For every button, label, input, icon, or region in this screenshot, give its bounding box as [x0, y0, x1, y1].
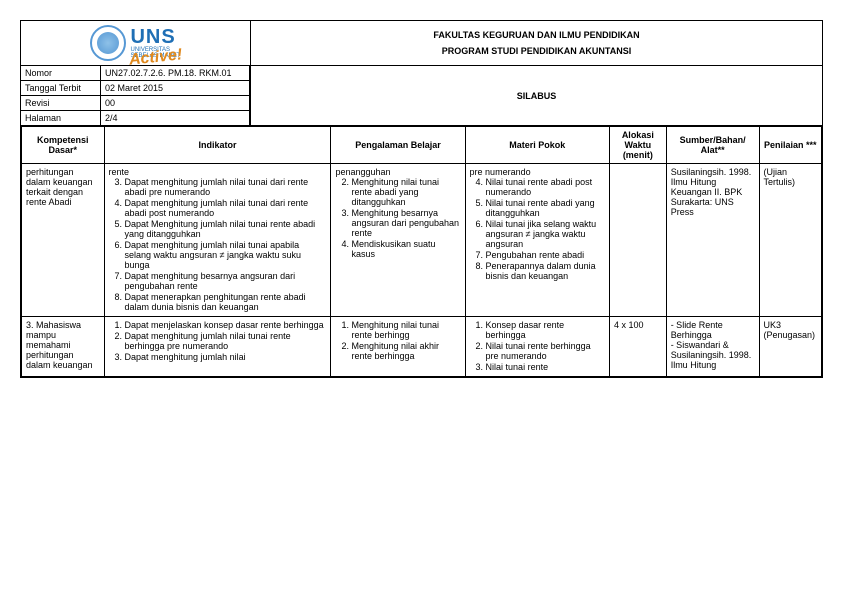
list-item: Dapat menghitung jumlah nilai tunai apab…	[125, 240, 327, 270]
ind-list: Dapat menjelaskan konsep dasar rente ber…	[109, 320, 327, 362]
cell-sumber: Susilaningsih. 1998. Ilmu Hitung Keuanga…	[666, 164, 759, 317]
mat-list: Konsep dasar rente berhingga Nilai tunai…	[470, 320, 605, 372]
cell-penilaian: UK3 (Penugasan)	[759, 317, 821, 377]
list-item: Nilai tunai rente abadi post numerando	[486, 177, 605, 197]
cell-sumber: - Slide Rente Berhingga - Siswandari & S…	[666, 317, 759, 377]
cell-indikator: Dapat menjelaskan konsep dasar rente ber…	[104, 317, 331, 377]
col-sumber: Sumber/Bahan/ Alat**	[666, 127, 759, 164]
list-item: Dapat menghitung jumlah nilai tunai dari…	[125, 177, 327, 197]
list-item: Dapat menjelaskan konsep dasar rente ber…	[125, 320, 327, 330]
peng-pre: penangguhan	[335, 167, 390, 177]
nomor-label: Nomor	[21, 66, 101, 80]
mat-pre: pre numerando	[470, 167, 531, 177]
list-item: Nilai tunai rente berhingga pre numerand…	[486, 341, 605, 361]
list-item: Penerapannya dalam dunia bisnis dan keua…	[486, 261, 605, 281]
col-materi: Materi Pokok	[465, 127, 609, 164]
list-item: Dapat menerapkan penghitungan rente abad…	[125, 292, 327, 312]
list-item: Nilai tunai jika selang waktu angsuran ≠…	[486, 219, 605, 249]
document-frame: UNS UNIVERSITAS SEBELAS MARET Active! FA…	[20, 20, 823, 378]
revisi-label: Revisi	[21, 96, 101, 110]
cell-pengalaman: Menghitung nilai tunai rente berhingg Me…	[331, 317, 465, 377]
list-item: Nilai tunai rente abadi yang ditangguhka…	[486, 198, 605, 218]
list-item: Dapat menghitung jumlah nilai tunai dari…	[125, 198, 327, 218]
cell-indikator: rente Dapat menghitung jumlah nilai tuna…	[104, 164, 331, 317]
list-item: Nilai tunai rente	[486, 362, 605, 372]
peng-list: Menghitung nilai tunai rente berhingg Me…	[335, 320, 460, 361]
table-row: perhitungan dalam keuangan terkait denga…	[22, 164, 822, 317]
col-indikator: Indikator	[104, 127, 331, 164]
cell-alokasi	[609, 164, 666, 317]
list-item: Konsep dasar rente berhingga	[486, 320, 605, 340]
list-item: Pengubahan rente abadi	[486, 250, 605, 260]
table-row: 3. Mahasiswa mampu memahami perhitungan …	[22, 317, 822, 377]
ind-list: Dapat menghitung jumlah nilai tunai dari…	[109, 177, 327, 312]
col-kompetensi: Kompetensi Dasar*	[22, 127, 105, 164]
halaman-label: Halaman	[21, 111, 101, 125]
col-pengalaman: Pengalaman Belajar	[331, 127, 465, 164]
list-item: Dapat Menghitung jumlah nilai tunai rent…	[125, 219, 327, 239]
kd-text: Mahasiswa mampu memahami perhitungan dal…	[26, 320, 93, 370]
cell-kd: perhitungan dalam keuangan terkait denga…	[22, 164, 105, 317]
program-title: PROGRAM STUDI PENDIDIKAN AKUNTANSI	[442, 46, 632, 56]
list-item: Dapat menghitung besarnya angsuran dari …	[125, 271, 327, 291]
cell-penilaian: (Ujian Tertulis)	[759, 164, 821, 317]
header-row: UNS UNIVERSITAS SEBELAS MARET Active! FA…	[21, 21, 822, 66]
cell-materi: pre numerando Nilai tunai rente abadi po…	[465, 164, 609, 317]
syllabus-table: Kompetensi Dasar* Indikator Pengalaman B…	[21, 126, 822, 377]
info-table: Nomor UN27.02.7.2.6. PM.18. RKM.01 Tangg…	[21, 66, 251, 125]
cell-alokasi: 4 x 100	[609, 317, 666, 377]
logo-cell: UNS UNIVERSITAS SEBELAS MARET Active!	[21, 21, 251, 65]
list-item: Menghitung nilai akhir rente berhingga	[351, 341, 460, 361]
cell-pengalaman: penangguhan Menghitung nilai tunai rente…	[331, 164, 465, 317]
list-item: Menghitung nilai tunai rente berhingg	[351, 320, 460, 340]
table-header-row: Kompetensi Dasar* Indikator Pengalaman B…	[22, 127, 822, 164]
uns-seal-icon	[90, 25, 126, 61]
revisi-val: 00	[101, 96, 250, 110]
cell-kd: 3. Mahasiswa mampu memahami perhitungan …	[22, 317, 105, 377]
col-alokasi: Alokasi Waktu (menit)	[609, 127, 666, 164]
peng-list: Menghitung nilai tunai rente abadi yang …	[335, 177, 460, 259]
list-item: Mendiskusikan suatu kasus	[351, 239, 460, 259]
list-item: Dapat menghitung jumlah nilai	[125, 352, 327, 362]
mat-list: Nilai tunai rente abadi post numerando N…	[470, 177, 605, 281]
halaman-val: 2/4	[101, 111, 250, 125]
tanggal-val: 02 Maret 2015	[101, 81, 250, 95]
col-penilaian: Penilaian ***	[759, 127, 821, 164]
logo-main: UNS	[130, 27, 180, 47]
kd-num: 3.	[26, 320, 34, 330]
silabus-label: SILABUS	[251, 66, 822, 125]
list-item: Menghitung besarnya angsuran dari pengub…	[351, 208, 460, 238]
title-cell: FAKULTAS KEGURUAN DAN ILMU PENDIDIKAN PR…	[251, 21, 822, 65]
faculty-title: FAKULTAS KEGURUAN DAN ILMU PENDIDIKAN	[433, 30, 639, 40]
cell-materi: Konsep dasar rente berhingga Nilai tunai…	[465, 317, 609, 377]
list-item: Menghitung nilai tunai rente abadi yang …	[351, 177, 460, 207]
ind-pre: rente	[109, 167, 130, 177]
list-item: Dapat menghitung jumlah nilai tunai rent…	[125, 331, 327, 351]
tanggal-label: Tanggal Terbit	[21, 81, 101, 95]
nomor-val: UN27.02.7.2.6. PM.18. RKM.01	[101, 66, 250, 80]
info-row: Nomor UN27.02.7.2.6. PM.18. RKM.01 Tangg…	[21, 66, 822, 126]
